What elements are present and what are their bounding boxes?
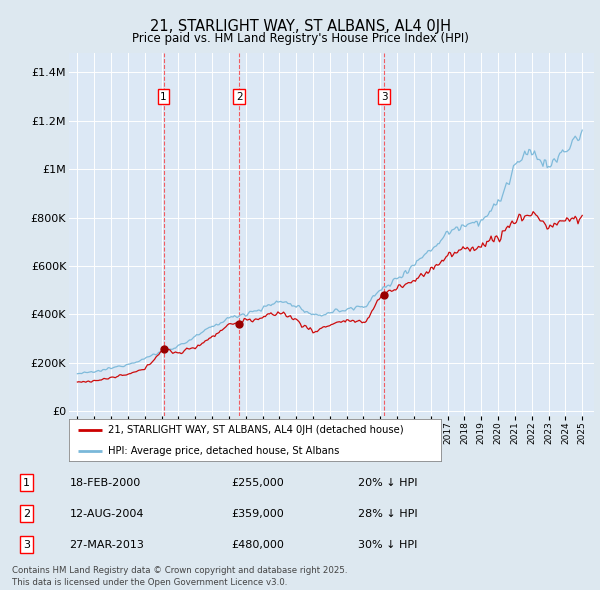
Text: £359,000: £359,000 (231, 509, 284, 519)
Text: 2: 2 (236, 91, 242, 101)
Text: 21, STARLIGHT WAY, ST ALBANS, AL4 0JH: 21, STARLIGHT WAY, ST ALBANS, AL4 0JH (149, 19, 451, 34)
Text: 1: 1 (160, 91, 167, 101)
Text: 3: 3 (381, 91, 388, 101)
Text: 21, STARLIGHT WAY, ST ALBANS, AL4 0JH (detached house): 21, STARLIGHT WAY, ST ALBANS, AL4 0JH (d… (108, 425, 404, 435)
Text: 3: 3 (23, 540, 30, 550)
Text: 2: 2 (23, 509, 30, 519)
Text: Price paid vs. HM Land Registry's House Price Index (HPI): Price paid vs. HM Land Registry's House … (131, 32, 469, 45)
Text: 30% ↓ HPI: 30% ↓ HPI (358, 540, 417, 550)
Text: £480,000: £480,000 (231, 540, 284, 550)
Text: 28% ↓ HPI: 28% ↓ HPI (358, 509, 417, 519)
Text: 20% ↓ HPI: 20% ↓ HPI (358, 477, 417, 487)
Text: 27-MAR-2013: 27-MAR-2013 (70, 540, 145, 550)
Text: 1: 1 (23, 477, 30, 487)
Text: £255,000: £255,000 (231, 477, 284, 487)
Text: 12-AUG-2004: 12-AUG-2004 (70, 509, 144, 519)
Text: 18-FEB-2000: 18-FEB-2000 (70, 477, 141, 487)
Text: HPI: Average price, detached house, St Albans: HPI: Average price, detached house, St A… (108, 446, 340, 455)
Text: Contains HM Land Registry data © Crown copyright and database right 2025.
This d: Contains HM Land Registry data © Crown c… (12, 566, 347, 587)
